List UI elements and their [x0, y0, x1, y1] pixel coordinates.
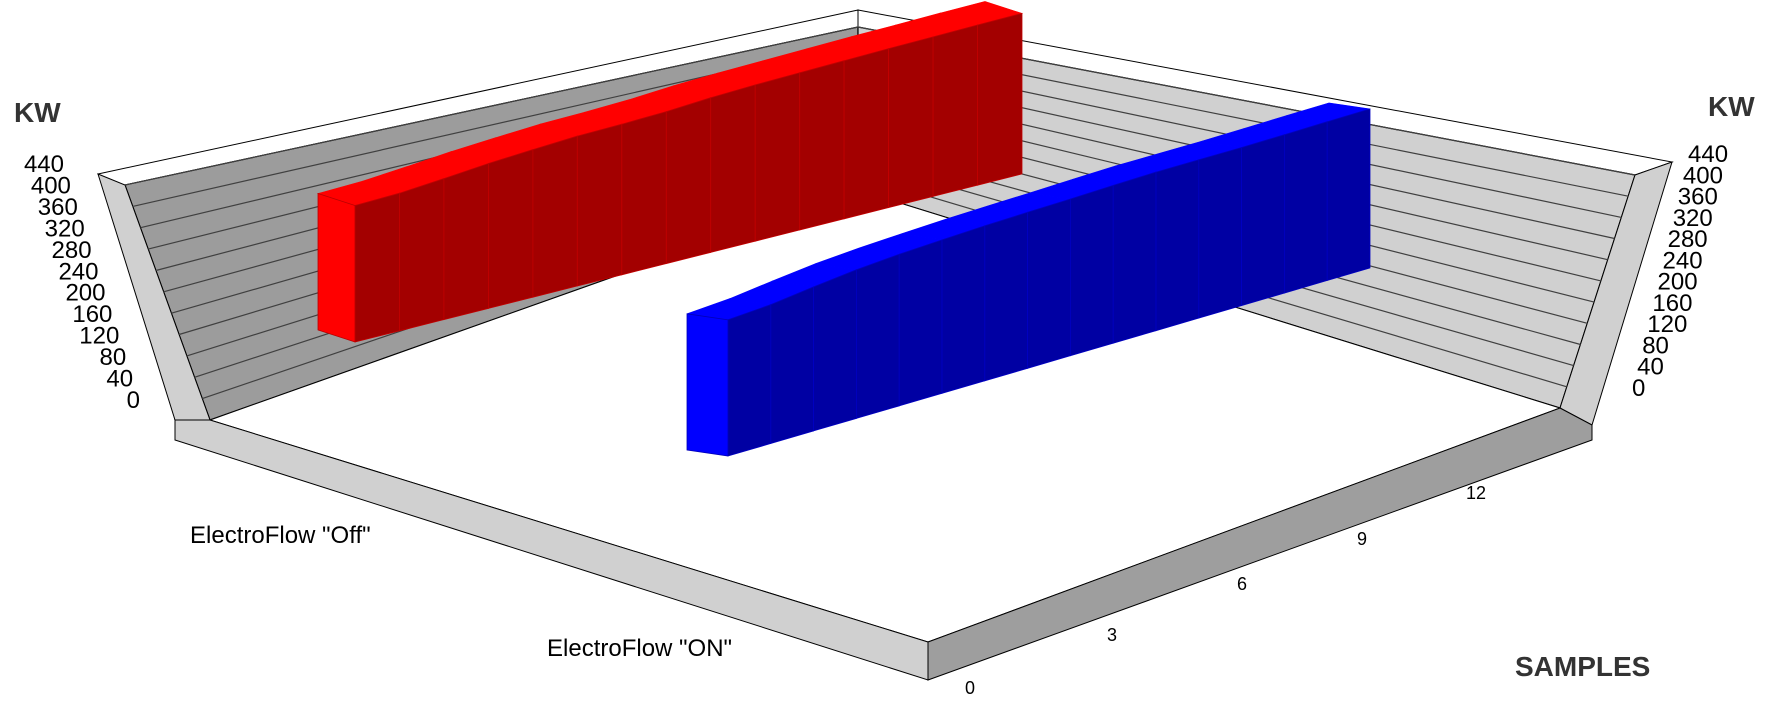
bar: [621, 111, 667, 276]
category-label-off: ElectroFlow "Off": [190, 522, 371, 549]
chart-floor: [174, 189, 1593, 681]
bar: [941, 225, 986, 394]
bar: [1198, 146, 1242, 319]
bar: [932, 24, 978, 197]
bar: [710, 84, 756, 253]
y-tick-label-right: 40: [1637, 354, 1664, 381]
bar: [1112, 171, 1157, 344]
bar-end-face: [317, 192, 356, 343]
wall-gridline: [124, 26, 1636, 186]
bar: [1326, 108, 1371, 282]
y-tick-label-right: 240: [1663, 247, 1703, 274]
bar: [754, 72, 801, 242]
series-off-ribbon: [316, 1, 1024, 343]
y-tick-label-right: 280: [1668, 226, 1708, 253]
bar: [888, 36, 934, 209]
x-tick-label: 3: [1107, 625, 1117, 645]
y-tick-label-right: 360: [1678, 184, 1718, 211]
bar: [1155, 159, 1200, 332]
bar: [354, 192, 400, 343]
bar-end-face: [686, 313, 729, 457]
x-tick-label: 12: [1466, 483, 1486, 503]
series-on-ribbon: [686, 102, 1371, 457]
y-tick-label-right: 320: [1673, 205, 1713, 232]
chart-labels: KW KW SAMPLES ElectroFlow "Off" ElectroF…: [14, 91, 1755, 698]
bar: [1284, 121, 1328, 294]
bar: [843, 48, 889, 220]
bar: [856, 253, 900, 419]
y-tick-label-left: 120: [79, 323, 119, 350]
bar: [443, 162, 489, 321]
y-tick-label-left: 280: [52, 237, 92, 264]
y-tick-label-left: 160: [72, 301, 112, 328]
y-tick-label-left: 40: [106, 366, 133, 393]
y-tick-label-left: 0: [127, 387, 140, 414]
y-tick-label-left: 200: [65, 280, 105, 307]
y-tick-label-left: 240: [58, 258, 98, 285]
y-tick-label-left: 80: [99, 344, 126, 371]
bar: [399, 178, 445, 332]
y-tick-label-left: 400: [31, 173, 71, 200]
bar: [487, 149, 534, 309]
bar: [532, 135, 578, 298]
y-axis-title-left: KW: [14, 97, 61, 128]
x-tick-label: 0: [965, 678, 975, 698]
bar: [665, 97, 712, 265]
y-tick-label-left: 360: [38, 194, 78, 221]
bar: [1241, 134, 1285, 307]
chart-bars: [316, 1, 1371, 457]
category-label-on: ElectroFlow "ON": [547, 635, 732, 662]
bar: [984, 211, 1028, 382]
y-tick-label-right: 80: [1642, 333, 1669, 360]
x-tick-label: 9: [1357, 529, 1367, 549]
bar: [1027, 198, 1071, 369]
x-tick-label: 6: [1237, 574, 1247, 594]
y-tick-label-right: 120: [1647, 311, 1687, 338]
bar: [813, 269, 857, 432]
y-tick-label-right: 160: [1652, 290, 1692, 317]
y-tick-label-right: 400: [1683, 162, 1723, 189]
bar: [770, 286, 814, 445]
bar: [898, 239, 943, 407]
bar: [1070, 184, 1114, 357]
bar: [799, 60, 845, 231]
bar: [576, 123, 623, 287]
y-tick-label-left: 440: [24, 151, 64, 178]
y-tick-label-left: 320: [45, 215, 85, 242]
bar: [727, 304, 772, 457]
x-axis-title: SAMPLES: [1515, 651, 1650, 682]
y-axis-title-right: KW: [1708, 91, 1755, 122]
y-tick-label-right: 0: [1632, 375, 1645, 402]
bar: [977, 12, 1023, 186]
y-tick-label-right: 440: [1688, 141, 1728, 168]
y-tick-label-right: 200: [1658, 269, 1698, 296]
